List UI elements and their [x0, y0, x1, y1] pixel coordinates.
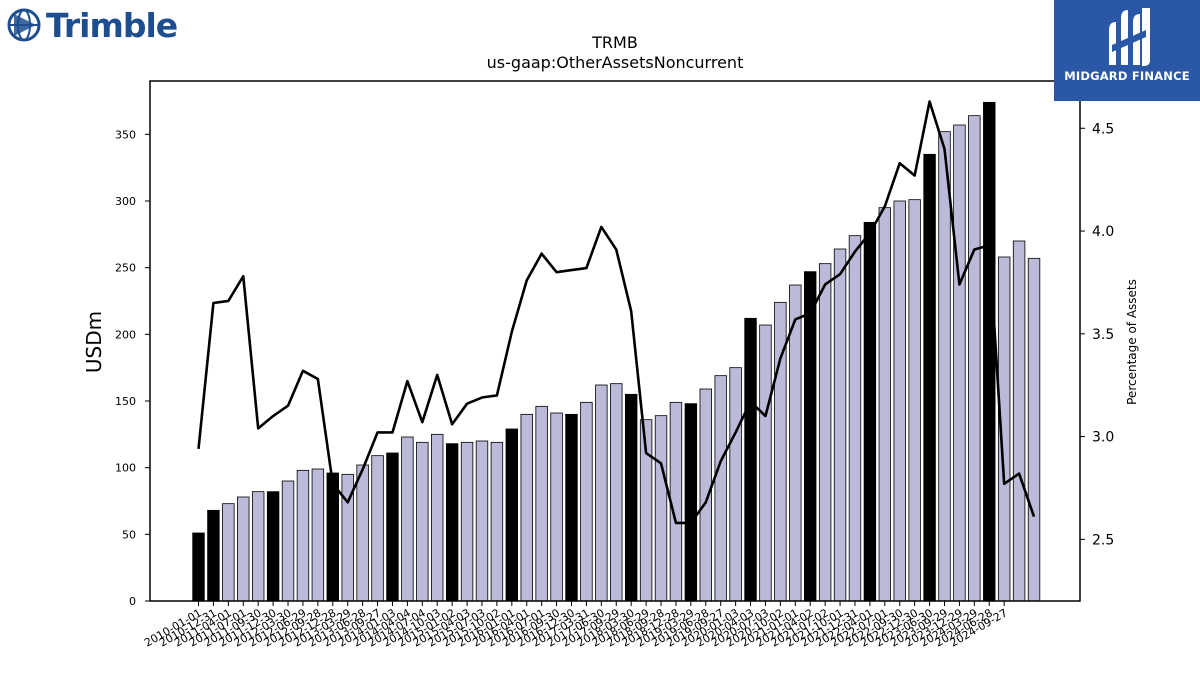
bar [550, 412, 563, 602]
y-axis-left-label: USDm [82, 311, 106, 373]
bar [968, 115, 981, 602]
y-axis-right-ticks: 2.5 3.0 3.5 4.0 4.5 [1080, 121, 1114, 548]
bar [445, 443, 459, 602]
bar [610, 383, 623, 602]
trimble-globe-icon [7, 8, 41, 42]
y-axis-left-ticks: 0 50 100 150 200 250 300 350 [115, 128, 150, 608]
bar [520, 413, 533, 602]
bar [311, 468, 325, 602]
midgard-wordmark: MIDGARD FINANCE [1064, 69, 1190, 83]
bar [654, 415, 668, 602]
bar [863, 221, 877, 602]
bar [356, 464, 369, 602]
midgard-logo: MIDGARD FINANCE [1054, 0, 1200, 101]
percentage-line [197, 100, 1036, 525]
y-right-tick-label: 3.5 [1092, 327, 1114, 343]
bar [371, 455, 384, 602]
midgard-emblem-icon [1109, 8, 1150, 66]
bar [475, 440, 489, 602]
bar [624, 393, 638, 602]
bar [460, 441, 474, 602]
bar [192, 532, 205, 602]
bar-series [192, 101, 1041, 602]
axes [149, 80, 1081, 602]
trimble-logo: Trimble [6, 6, 178, 46]
trimble-wordmark: Trimble [46, 6, 178, 45]
bar [833, 248, 847, 602]
bar [595, 384, 608, 602]
y-right-tick-label: 4.0 [1092, 224, 1114, 240]
bar [818, 263, 832, 602]
bar [237, 496, 250, 602]
bar [296, 469, 310, 602]
line-series [197, 100, 1036, 525]
bar [878, 207, 892, 602]
bar [684, 403, 698, 602]
bar [983, 101, 996, 602]
y-left-tick-label: 0 [129, 595, 136, 608]
bar [326, 472, 339, 602]
y-left-tick-label: 100 [115, 462, 136, 475]
bar [893, 200, 906, 602]
bar [386, 452, 399, 602]
bar [281, 480, 295, 602]
bar [759, 324, 772, 602]
bar [848, 235, 862, 602]
bar [251, 491, 265, 602]
y-right-tick-label: 3.0 [1092, 430, 1114, 446]
bar [207, 509, 220, 602]
y-right-tick-label: 2.5 [1092, 532, 1114, 548]
bar [505, 428, 519, 602]
bar [699, 388, 712, 602]
bar [938, 131, 951, 602]
y-axis-right-label: Percentage of Assets [1125, 279, 1139, 405]
bar [416, 441, 429, 602]
plot-frame [149, 80, 1081, 602]
bar [535, 405, 548, 602]
bar [1012, 240, 1026, 602]
bar [431, 433, 444, 602]
bar [744, 317, 757, 602]
y-left-tick-label: 200 [115, 328, 136, 341]
y-left-tick-label: 250 [115, 262, 136, 275]
bar [953, 124, 966, 602]
y-left-tick-label: 150 [115, 395, 136, 408]
chart-subtitle: us-gaap:OtherAssetsNoncurrent [487, 53, 744, 72]
bar [923, 153, 936, 602]
bar [714, 375, 727, 602]
x-axis-ticks: 2010-01-012010-12-312011-04-012011-07-01… [142, 601, 1010, 650]
bar [565, 413, 578, 602]
y-left-tick-label: 300 [115, 195, 136, 208]
bar [908, 199, 921, 602]
bar [401, 436, 414, 602]
bar [729, 367, 742, 602]
bar [266, 491, 280, 602]
bar [490, 441, 504, 602]
chart-title: TRMB [591, 33, 638, 52]
y-left-tick-label: 50 [122, 528, 136, 541]
y-right-tick-label: 4.5 [1092, 121, 1114, 137]
bar [804, 271, 817, 602]
bar [222, 503, 235, 602]
bar [580, 401, 593, 602]
y-left-tick-label: 350 [115, 128, 136, 141]
bar [1027, 257, 1041, 602]
